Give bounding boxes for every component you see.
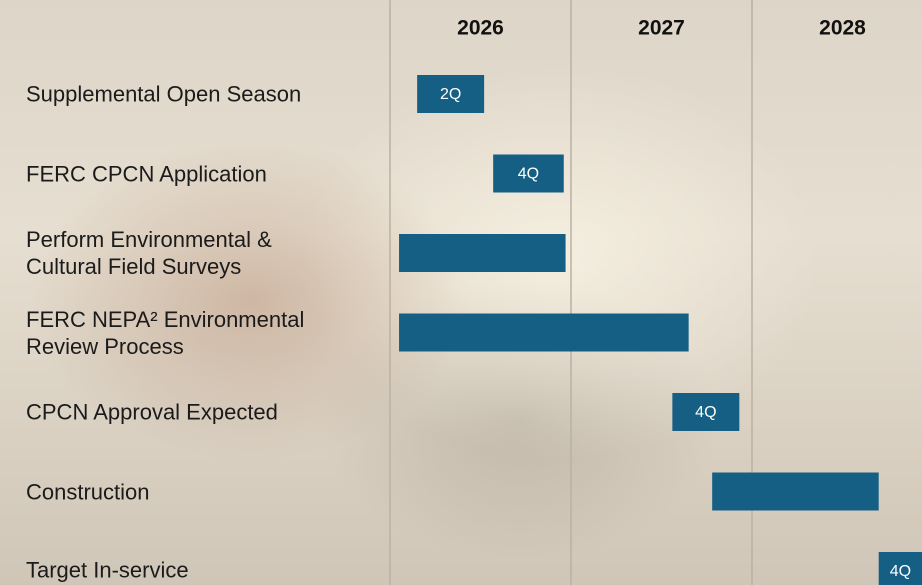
year-label: 2027 <box>638 17 685 40</box>
bar <box>399 313 689 352</box>
bar <box>712 472 879 511</box>
bar-label: 2Q <box>440 86 461 103</box>
task-label: CPCN Approval Expected <box>26 399 278 425</box>
bar <box>672 393 740 431</box>
bar-label: 4Q <box>695 404 716 421</box>
task-label: Target In-service <box>26 557 189 583</box>
year-label: 2028 <box>819 17 866 40</box>
task-label: Perform Environmental & Cultural Field S… <box>26 227 272 279</box>
bar-label: 4Q <box>518 166 539 183</box>
task-label: FERC NEPA² Environmental Review Process <box>26 306 305 359</box>
task-label: Supplemental Open Season <box>26 81 302 107</box>
bar <box>417 75 485 113</box>
bar <box>493 154 564 193</box>
bar-label: 4Q <box>890 563 911 580</box>
task-label: Construction <box>26 479 150 504</box>
year-label: 2026 <box>457 17 504 40</box>
bar <box>399 234 566 272</box>
task-label: FERC CPCN Application <box>26 161 267 186</box>
bar <box>878 552 922 585</box>
